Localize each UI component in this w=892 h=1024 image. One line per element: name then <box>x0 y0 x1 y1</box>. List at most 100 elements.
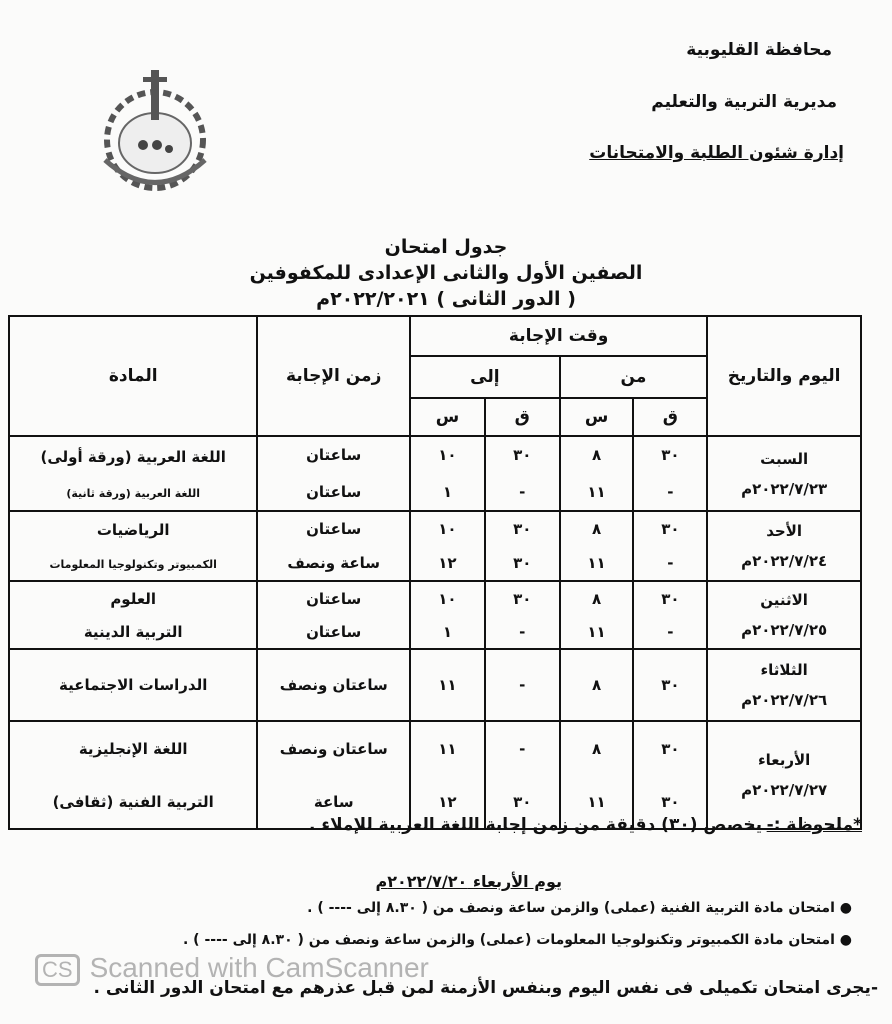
duration: ساعتان ونصف <box>279 739 388 758</box>
table-row: الأربعاء ٢٠٢٢/٧/٢٧م ٣٠ ٣٠ ٨ ١١ - ٣٠ ١١ ١٢ ساعتان و… <box>7 720 862 830</box>
exam-round: ( الدور الثانى ) ٢٠٢٢/٢٠٢١م <box>316 288 576 310</box>
from-minute: ٣٠ <box>661 676 680 694</box>
from-minute: ٣٠ <box>661 520 680 538</box>
to-hour: ١١ <box>438 676 457 694</box>
duration: ساعتان <box>306 622 362 641</box>
camscanner-watermark: CS Scanned with CamScanner <box>35 952 429 986</box>
to-minute: ٣٠ <box>513 520 532 538</box>
from-hour: ١١ <box>587 622 606 641</box>
from-hour-cell: ٨ ١١ <box>558 580 635 650</box>
subject: اللغة العربية (ورقة ثانية) <box>66 486 201 500</box>
header-subject: المادة <box>7 315 259 437</box>
duration: ساعة ونصف <box>287 554 380 572</box>
from-hour: ١١ <box>587 482 606 501</box>
day-name: الثلاثاء <box>760 661 808 679</box>
subject: الرياضيات <box>96 521 170 540</box>
subject: اللغة العربية (ورقة أولى) <box>40 447 226 466</box>
header-to-hour: س <box>409 397 486 437</box>
subject: الكمبيوتر وتكنولوجيا المعلومات <box>49 557 217 571</box>
from-hour: ١١ <box>587 554 606 572</box>
table-row: الثلاثاء ٢٠٢٢/٧/٢٦م ٣٠ ٨ - ١١ ساعتان ونصف الدرا… <box>7 648 862 722</box>
from-minute: ٣٠ <box>661 589 680 608</box>
to-minute: ٣٠ <box>513 792 532 811</box>
day-heading: يوم الأربعاء ٢٠٢٢/٧/٢٠م <box>375 872 562 891</box>
to-minute: ٣٠ <box>513 554 532 572</box>
from-hour: ٨ <box>591 676 602 694</box>
day-date-cell: السبت ٢٠٢٢/٧/٢٣م <box>706 435 862 512</box>
to-hour: ١٢ <box>438 792 457 811</box>
to-hour-cell: ١٠ ١ <box>409 580 486 650</box>
to-hour: ١٢ <box>438 554 457 572</box>
to-hour-cell: ١١ ١٢ <box>409 720 486 830</box>
subject: التربية الفنية (ثقافى) <box>52 792 214 811</box>
from-hour-cell: ٨ ١١ <box>558 435 635 512</box>
day-name: السبت <box>760 449 809 468</box>
from-hour: ١١ <box>587 792 606 811</box>
to-minute: - <box>519 482 526 501</box>
header-duration: زمن الإجابة <box>256 315 412 437</box>
header-from-minute: ق <box>632 397 709 437</box>
subject: اللغة الإنجليزية <box>78 739 188 758</box>
from-hour-cell: ٨ ١١ <box>558 510 635 582</box>
duration: ساعتان <box>306 482 362 501</box>
date: ٢٠٢٢/٧/٢٤م <box>741 552 828 570</box>
day-date-cell: الأربعاء ٢٠٢٢/٧/٢٧م <box>706 720 862 830</box>
day-date-cell: الاثنين ٢٠٢٢/٧/٢٥م <box>706 580 862 650</box>
to-minute-cell: - ٣٠ <box>483 720 561 830</box>
to-minute: ٣٠ <box>513 446 532 465</box>
table-row: الأحد ٢٠٢٢/٧/٢٤م ٣٠ - ٨ ١١ ٣٠ ٣٠ ١٠ ١٢ ساعتان ساعة … <box>7 510 862 582</box>
governorate: محافظة القليوبية <box>686 40 832 60</box>
duration: ساعتان <box>306 589 362 608</box>
from-hour: ٨ <box>591 446 602 465</box>
duration: ساعتان ونصف <box>279 676 388 694</box>
to-hour-cell: ١١ <box>409 648 486 722</box>
subject-cell: اللغة الإنجليزية التربية الفنية (ثقافى) <box>7 720 259 830</box>
subject: التربية الدينية <box>83 622 183 641</box>
subject-cell: العلوم التربية الدينية <box>7 580 259 650</box>
cs-badge: CS <box>35 954 80 986</box>
to-minute-cell: ٣٠ - <box>483 435 561 512</box>
to-minute-cell: ٣٠ - <box>483 580 561 650</box>
final-note: -يجرى امتحان تكميلى فى نفس اليوم وبنفس ا… <box>93 978 878 998</box>
department: إدارة شئون الطلبة والامتحانات <box>589 143 844 163</box>
directorate: مديرية التربية والتعليم <box>651 92 837 112</box>
from-minute: - <box>667 622 674 641</box>
from-minute-cell: ٣٠ - <box>632 510 709 582</box>
note-text: يخصص (٣٠) دقيقة من زمن إجابة اللغة العرب… <box>308 815 762 835</box>
from-hour-cell: ٨ ١١ <box>558 720 635 830</box>
to-hour: ١٠ <box>438 446 457 465</box>
subject-cell: الدراسات الاجتماعية <box>7 648 259 722</box>
from-hour-cell: ٨ <box>558 648 635 722</box>
from-hour: ٨ <box>591 739 602 758</box>
duration: ساعتان <box>306 446 362 465</box>
to-hour: ١١ <box>438 739 457 758</box>
to-minute: ٣٠ <box>513 589 532 608</box>
from-hour: ٨ <box>591 520 602 538</box>
table-row: السبت ٢٠٢٢/٧/٢٣م ٣٠ - ٨ ١١ ٣٠ - ١٠ ١ ساعتان ساعتان ا… <box>7 435 862 512</box>
from-minute-cell: ٣٠ ٣٠ <box>632 720 709 830</box>
doc-title: جدول امتحان <box>384 236 508 258</box>
date: ٢٠٢٢/٧/٢٣م <box>741 479 828 498</box>
header-to: إلى <box>409 355 561 399</box>
from-minute: ٣٠ <box>661 446 680 465</box>
from-minute-cell: ٣٠ <box>632 648 709 722</box>
header-day-date: اليوم والتاريخ <box>706 315 862 437</box>
to-hour: ١٠ <box>438 589 457 608</box>
date: ٢٠٢٢/٧/٢٥م <box>741 621 828 639</box>
day-name: الأحد <box>766 522 803 540</box>
header-answer-time: وقت الإجابة <box>409 315 709 357</box>
to-minute-cell: - <box>483 648 561 722</box>
day-date-cell: الثلاثاء ٢٠٢٢/٧/٢٦م <box>706 648 862 722</box>
to-minute: - <box>519 739 526 758</box>
subject: الدراسات الاجتماعية <box>59 676 208 694</box>
subject-cell: الرياضيات الكمبيوتر وتكنولوجيا المعلومات <box>7 510 259 582</box>
subject: العلوم <box>110 589 157 608</box>
header-to-minute: ق <box>483 397 561 437</box>
header-from-hour: س <box>558 397 635 437</box>
date: ٢٠٢٢/٧/٢٦م <box>741 691 828 709</box>
from-minute-cell: ٣٠ - <box>632 580 709 650</box>
to-minute: - <box>519 676 526 694</box>
bullet-text: امتحان مادة الكمبيوتر وتكنولوجيا المعلوم… <box>182 932 835 948</box>
to-hour: ١٠ <box>438 520 457 538</box>
